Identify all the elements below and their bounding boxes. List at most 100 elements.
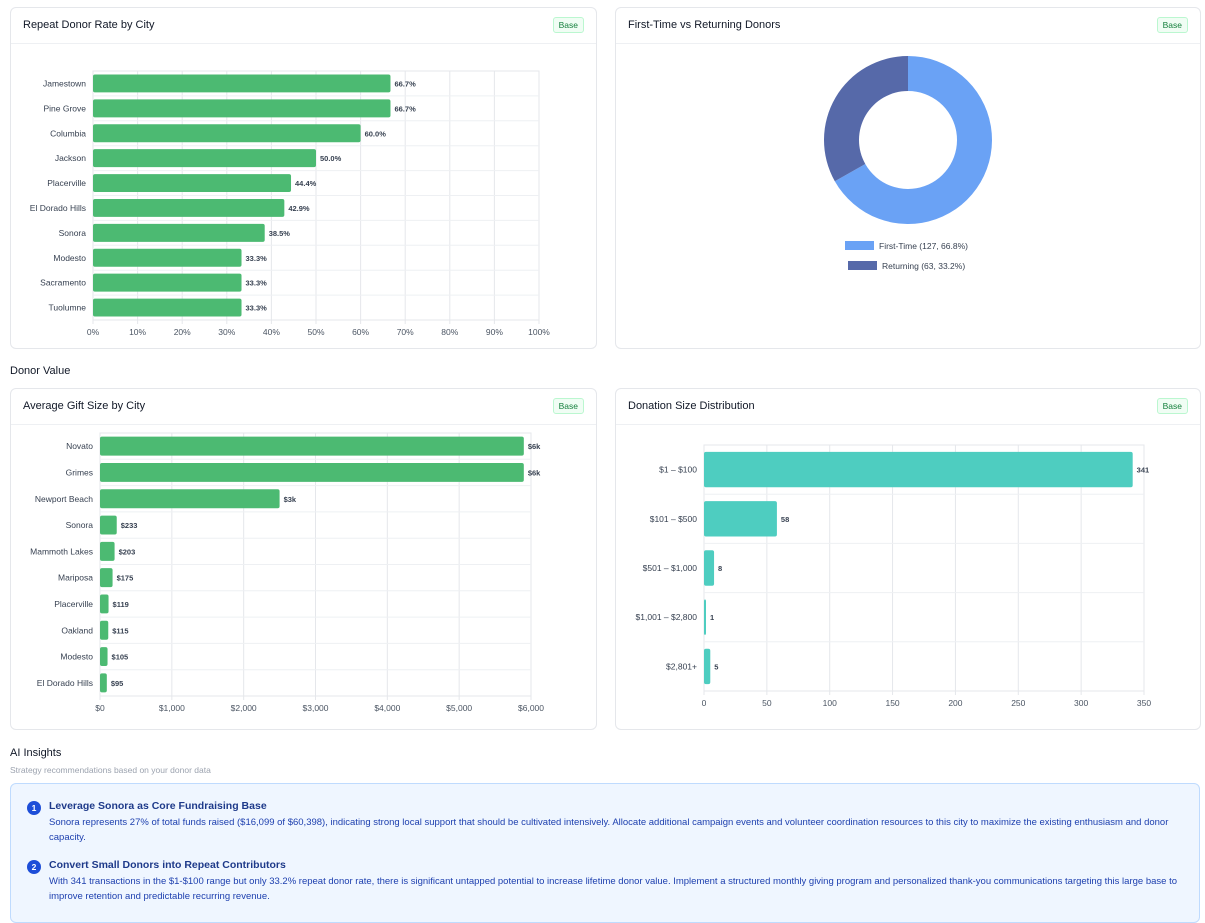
first-vs-returning-card: First-Time vs Returning Donors Base Firs… [615, 7, 1201, 349]
data-label: 1 [710, 613, 714, 622]
legend-label: Returning (63, 33.2%) [882, 261, 965, 271]
data-label: 33.3% [246, 279, 268, 288]
data-label: 341 [1137, 466, 1150, 475]
x-tick-label: 0 [702, 698, 707, 708]
y-tick-label: $2,801+ [666, 661, 697, 671]
repeat-rate-card: Repeat Donor Rate by City Base 0% 10% 20% 3… [10, 7, 597, 349]
bar [100, 541, 115, 561]
y-tick-label: Placerville [47, 178, 86, 188]
y-tick-label: Novato [66, 441, 93, 451]
x-tick-label: $6,000 [518, 703, 544, 713]
y-tick-label: $1 – $100 [659, 465, 697, 475]
y-tick-label: $1,001 – $2,800 [636, 612, 698, 622]
data-label: 50.0% [320, 154, 342, 163]
data-label: 33.3% [246, 254, 268, 263]
card-header: First-Time vs Returning Donors Base [616, 8, 1200, 44]
y-tick-label: Oakland [61, 625, 93, 635]
bar [93, 74, 391, 93]
data-label: $115 [112, 626, 128, 635]
bar [93, 174, 292, 193]
bar [93, 248, 242, 267]
y-tick-label: $101 – $500 [650, 514, 698, 524]
y-tick-label: Sonora [66, 520, 94, 530]
data-label: 8 [718, 564, 722, 573]
ai-insights-subtitle: Strategy recommendations based on your d… [10, 765, 211, 775]
y-tick-label: Modesto [53, 253, 86, 263]
bar [704, 451, 1133, 488]
base-badge[interactable]: Base [552, 398, 584, 414]
data-label: 44.4% [295, 179, 317, 188]
base-badge[interactable]: Base [1156, 17, 1188, 33]
avg-gift-chart: $0 $1,000 $2,000 $3,000 $4,000 $5,000 $6,000 No… [30, 432, 544, 713]
x-tick-label: 200 [948, 698, 962, 708]
card-title: First-Time vs Returning Donors [628, 19, 781, 31]
base-badge[interactable]: Base [1156, 398, 1188, 414]
size-distribution-card: Donation Size Distribution Base 0 50 100 15… [615, 388, 1201, 730]
bar [100, 594, 109, 614]
card-header: Average Gift Size by City Base [11, 389, 596, 425]
x-tick-label: $4,000 [374, 703, 400, 713]
x-tick-label: 300 [1074, 698, 1088, 708]
y-tick-label: Sonora [59, 228, 87, 238]
x-tick-label: $5,000 [446, 703, 472, 713]
data-label: 33.3% [246, 304, 268, 313]
donut-slice [834, 56, 992, 224]
data-label: 66.7% [394, 79, 416, 88]
insights-panel: 1 Leverage Sonora as Core Fundraising Ba… [10, 783, 1200, 923]
data-label: 5 [714, 662, 718, 671]
y-tick-label: Jackson [55, 153, 86, 163]
bar [100, 647, 108, 667]
data-label: $175 [117, 574, 134, 583]
bar [704, 599, 706, 635]
x-tick-label: 60% [352, 327, 369, 337]
x-tick-label: $3,000 [303, 703, 329, 713]
insight-body: With 341 transactions in the $1-$100 ran… [49, 876, 1177, 902]
data-label: 38.5% [269, 229, 291, 238]
y-tick-label: Grimes [66, 467, 93, 477]
y-tick-label: Mammoth Lakes [30, 546, 93, 556]
data-label: $203 [119, 547, 136, 556]
legend-label: First-Time (127, 66.8%) [879, 241, 968, 251]
card-title: Donation Size Distribution [628, 400, 755, 412]
y-tick-label: Pine Grove [43, 103, 86, 113]
bar [100, 673, 107, 693]
bar [93, 273, 242, 292]
y-tick-label: Sacramento [40, 278, 86, 288]
insight-body: Sonora represents 27% of total funds rai… [49, 817, 1169, 843]
y-tick-label: El Dorado Hills [37, 678, 93, 688]
base-badge[interactable]: Base [552, 17, 584, 33]
card-title: Average Gift Size by City [23, 400, 146, 412]
bar [93, 198, 285, 217]
y-tick-label: Jamestown [43, 78, 86, 88]
x-tick-label: 50% [307, 327, 324, 337]
x-tick-label: $2,000 [231, 703, 257, 713]
y-tick-label: Modesto [60, 652, 93, 662]
data-label: $3k [284, 495, 297, 504]
x-tick-label: 40% [263, 327, 280, 337]
insight-number-badge: 1 [27, 801, 41, 815]
x-tick-label: 350 [1137, 698, 1151, 708]
card-header: Donation Size Distribution Base [616, 389, 1200, 425]
bar [93, 223, 265, 242]
data-label: 66.7% [394, 104, 416, 113]
card-header: Repeat Donor Rate by City Base [11, 8, 596, 44]
y-tick-label: Columbia [50, 128, 86, 138]
bar [93, 149, 316, 168]
repeat-rate-chart: 0% 10% 20% 30% 40% 50% 60% 70% 80% 90% 100% Jamesto… [30, 70, 550, 337]
x-tick-label: 50 [762, 698, 772, 708]
y-tick-label: Placerville [54, 599, 93, 609]
bar [93, 298, 242, 317]
insight-title: Leverage Sonora as Core Fundraising Base [49, 800, 267, 812]
donor-value-heading: Donor Value [10, 365, 71, 377]
x-tick-label: 10% [129, 327, 146, 337]
y-tick-label: El Dorado Hills [30, 203, 86, 213]
x-tick-label: $1,000 [159, 703, 185, 713]
y-tick-label: Tuolumne [49, 303, 87, 313]
x-tick-label: 80% [441, 327, 458, 337]
x-tick-label: $0 [95, 703, 105, 713]
insight-title: Convert Small Donors into Repeat Contrib… [49, 859, 286, 871]
bar [100, 568, 113, 588]
legend-swatch [848, 261, 877, 270]
avg-gift-card: Average Gift Size by City Base $0 $1,000 $… [10, 388, 597, 730]
data-label: $6k [528, 442, 541, 451]
